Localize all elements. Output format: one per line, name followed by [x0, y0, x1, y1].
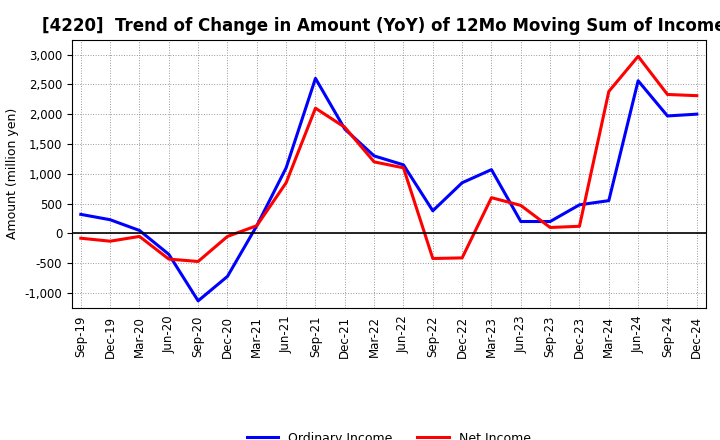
Net Income: [76, 235, 85, 241]
Y-axis label: Amount (million yen): Amount (million yen): [6, 108, 19, 239]
Net Income: [634, 54, 642, 59]
Line: Ordinary Income: Ordinary Income: [81, 78, 697, 301]
Ordinary Income: [399, 162, 408, 168]
Ordinary Income: [516, 219, 525, 224]
Title: [4220]  Trend of Change in Amount (YoY) of 12Mo Moving Sum of Incomes: [4220] Trend of Change in Amount (YoY) o…: [42, 17, 720, 35]
Ordinary Income: [253, 223, 261, 228]
Line: Net Income: Net Income: [81, 56, 697, 261]
Net Income: [605, 89, 613, 94]
Ordinary Income: [458, 180, 467, 185]
Net Income: [458, 255, 467, 260]
Ordinary Income: [693, 111, 701, 117]
Ordinary Income: [487, 167, 496, 172]
Ordinary Income: [164, 252, 173, 257]
Legend: Ordinary Income, Net Income: Ordinary Income, Net Income: [242, 427, 536, 440]
Net Income: [399, 165, 408, 170]
Net Income: [311, 106, 320, 111]
Net Income: [223, 234, 232, 239]
Ordinary Income: [76, 212, 85, 217]
Ordinary Income: [223, 274, 232, 279]
Net Income: [663, 92, 672, 97]
Net Income: [693, 93, 701, 98]
Ordinary Income: [311, 76, 320, 81]
Ordinary Income: [546, 219, 554, 224]
Net Income: [546, 225, 554, 230]
Ordinary Income: [370, 153, 379, 158]
Net Income: [106, 238, 114, 244]
Ordinary Income: [194, 298, 202, 304]
Ordinary Income: [135, 228, 144, 233]
Net Income: [428, 256, 437, 261]
Ordinary Income: [605, 198, 613, 203]
Ordinary Income: [634, 78, 642, 84]
Net Income: [370, 159, 379, 165]
Ordinary Income: [663, 114, 672, 119]
Net Income: [135, 234, 144, 239]
Ordinary Income: [575, 202, 584, 207]
Ordinary Income: [106, 217, 114, 222]
Net Income: [487, 195, 496, 200]
Ordinary Income: [428, 208, 437, 213]
Net Income: [282, 180, 290, 185]
Net Income: [516, 203, 525, 208]
Ordinary Income: [282, 165, 290, 170]
Ordinary Income: [341, 126, 349, 132]
Net Income: [194, 259, 202, 264]
Net Income: [341, 125, 349, 130]
Net Income: [164, 257, 173, 262]
Net Income: [575, 224, 584, 229]
Net Income: [253, 223, 261, 228]
